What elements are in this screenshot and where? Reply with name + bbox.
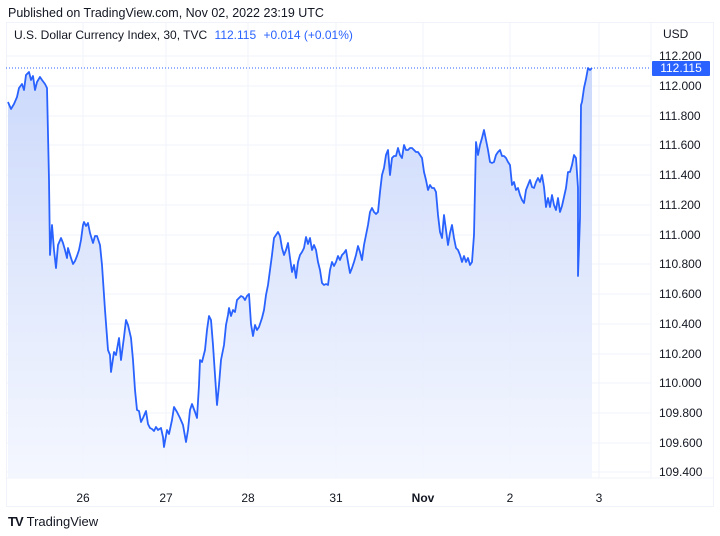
y-tick-label: 111.200 (659, 198, 701, 212)
y-tick-label: 109.800 (659, 406, 703, 420)
currency-label: USD (663, 27, 689, 41)
brand-name: TradingView (26, 514, 99, 529)
y-tick-label: 109.400 (659, 465, 703, 479)
y-tick-label: 111.000 (659, 228, 701, 242)
x-tick-label: 26 (76, 491, 90, 505)
y-tick-label: 110.000 (659, 376, 702, 390)
tradingview-brand[interactable]: TV TradingView (8, 514, 98, 529)
x-tick-label: 2 (506, 491, 514, 505)
y-tick-label: 109.600 (659, 436, 703, 450)
y-tick-label: 111.400 (659, 168, 701, 182)
last-price: 112.115 (214, 28, 257, 42)
published-caption: Published on TradingView.com, Nov 02, 20… (8, 6, 324, 20)
x-tick-label: 28 (241, 491, 255, 505)
x-tick-label: 3 (595, 491, 603, 505)
x-tick-label: 27 (159, 491, 173, 505)
y-tick-label: 111.800 (659, 109, 701, 123)
price-area-fill (8, 68, 592, 478)
tradingview-logo-icon: TV (8, 514, 24, 529)
x-tick-label: Nov (411, 491, 435, 505)
y-tick-label: 110.600 (659, 287, 702, 301)
x-tick-label: 31 (329, 491, 343, 505)
y-tick-label: 110.200 (659, 347, 702, 361)
y-tick-label: 112.000 (659, 79, 702, 93)
chart-legend: U.S. Dollar Currency Index, 30, TVC 112.… (14, 28, 353, 42)
y-tick-label: 110.400 (659, 317, 702, 331)
y-tick-label: 111.600 (659, 138, 701, 152)
symbol-title[interactable]: U.S. Dollar Currency Index, 30, TVC (14, 28, 208, 42)
last-price-label: 112.115 (652, 61, 710, 76)
price-line (7, 67, 593, 448)
price-change: +0.014 (+0.01%) (263, 28, 353, 42)
y-tick-label: 112.200 (659, 49, 702, 63)
y-tick-label: 110.800 (659, 257, 702, 271)
